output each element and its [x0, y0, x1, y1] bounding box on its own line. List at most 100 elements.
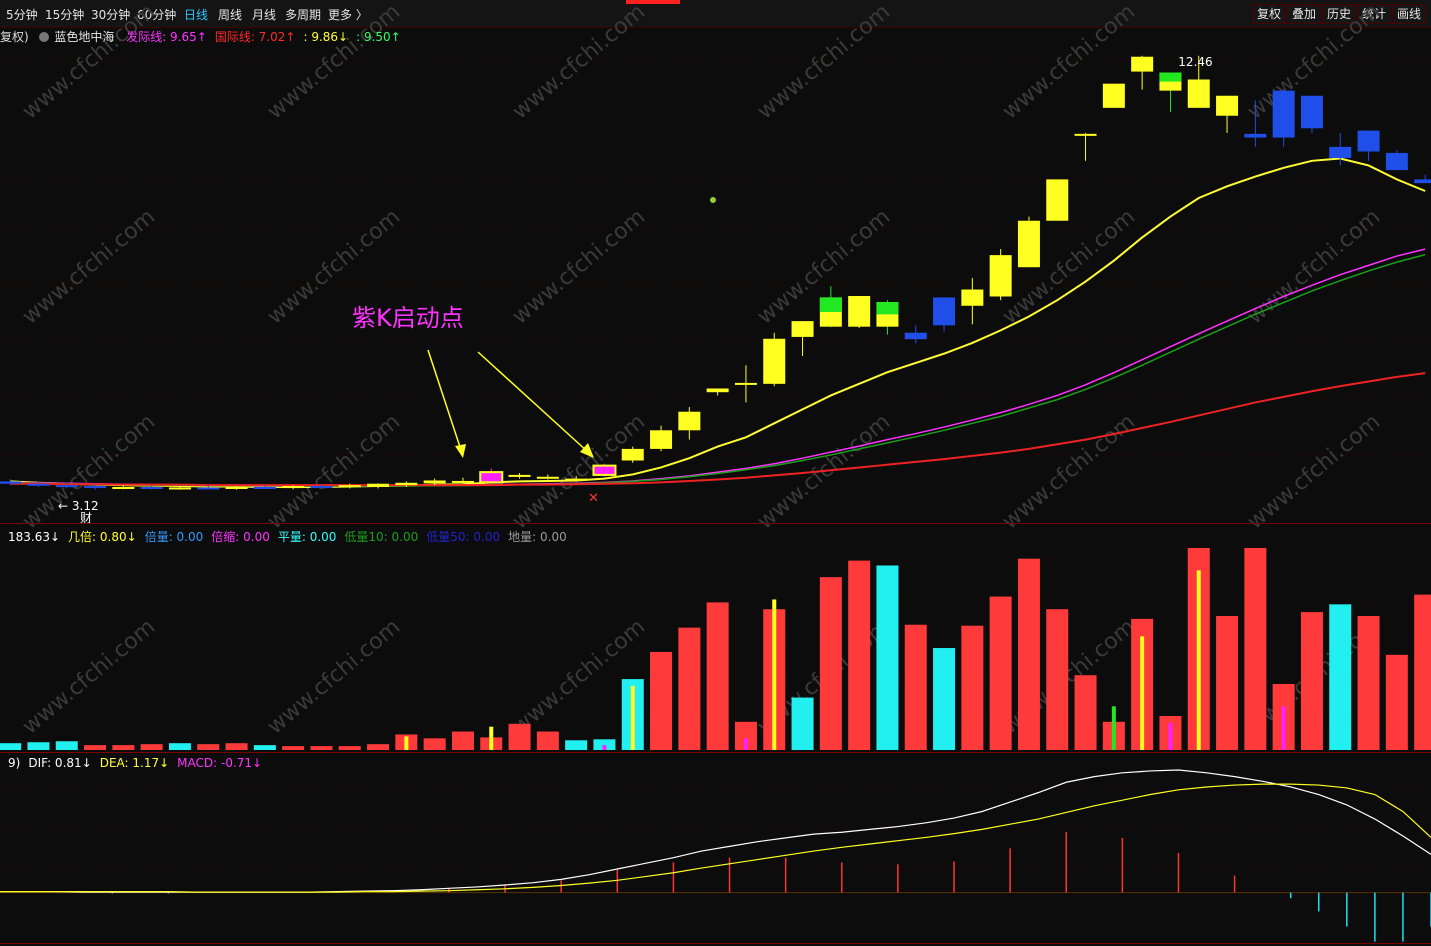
tab-daily[interactable]: 日线 [184, 8, 209, 22]
candle-body [961, 289, 984, 306]
tab-5min[interactable]: 5分钟 [6, 8, 38, 22]
candle-body [1131, 56, 1154, 72]
volume-inner-bar [630, 685, 635, 750]
volume-bar [1017, 558, 1040, 750]
main-legend: 复权) 蓝色地中海 发际线: 9.65↑ 国际线: 7.02↑: 9.86↓: 9… [0, 28, 401, 45]
tab-multi-period[interactable]: 多周期 [285, 8, 322, 22]
candle-body [395, 482, 418, 486]
low-label: ← 3.12 [58, 499, 99, 513]
volume-bar [253, 745, 276, 750]
volume-bar [0, 743, 22, 750]
tab-monthly[interactable]: 月线 [252, 8, 277, 22]
volume-bar [650, 651, 673, 750]
volume-inner-bar [404, 736, 409, 750]
adjust-button[interactable]: 复权 [1252, 4, 1287, 24]
candle-body-green [876, 302, 899, 315]
candle-body [678, 411, 701, 431]
watermark-text: www.cfchi.com [263, 614, 405, 739]
history-button[interactable]: 历史 [1322, 4, 1357, 24]
candle-body-green [1159, 72, 1182, 82]
macd-legend-item-0: 9) [8, 756, 21, 770]
watermark-text: www.cfchi.com [753, 409, 895, 534]
volume-bar [451, 731, 474, 750]
macd-legend-item-2: DEA: 1.17↓ [99, 756, 170, 770]
watermark-text: www.cfchi.com [1243, 409, 1385, 534]
volume-legend-item-1: 几倍: 0.80↓ [68, 530, 137, 544]
period-toolbar: 5分钟 15分钟 30分钟 60分钟 日线 周线 月线 多周期 更多 〉 复权 … [0, 0, 1431, 28]
volume-bar [84, 745, 107, 750]
volume-inner-bar [1140, 636, 1145, 750]
candle-body [1329, 146, 1352, 159]
volume-legend: 183.63↓ 几倍: 0.80↓ 倍量: 0.00 倍缩: 0.00 平量: 0.00… [0, 528, 567, 545]
main-legend-item-2: : 9.86↓ [303, 30, 349, 44]
panel-divider-1 [0, 523, 1431, 524]
candle-body [338, 485, 361, 488]
candle-body [536, 476, 559, 479]
tab-60min[interactable]: 60分钟 [137, 8, 177, 22]
watermark-text: www.cfchi.com [263, 0, 405, 125]
volume-bar [225, 743, 248, 750]
candle-body [734, 382, 757, 385]
panel-divider-2 [0, 752, 1431, 753]
volume-bar [508, 723, 531, 750]
dif-line [0, 769, 1431, 893]
arrow-line-1 [427, 349, 462, 451]
ma-line-2 [10, 253, 1426, 487]
main-legend-item-3: : 9.50↑ [356, 30, 401, 44]
indicator-name: 蓝色地中海 [54, 30, 115, 44]
candle-body [140, 486, 163, 489]
candle-body [451, 480, 474, 483]
candle-body [1074, 133, 1097, 136]
volume-bar [197, 744, 220, 750]
volume-bar [1300, 612, 1323, 750]
candle-body [84, 486, 107, 489]
draw-line-button[interactable]: 画线 [1392, 4, 1427, 24]
indicator-toggle-icon[interactable] [38, 32, 49, 42]
watermark-text: www.cfchi.com [18, 614, 160, 739]
candle-body [791, 321, 814, 337]
volume-bar [1216, 615, 1239, 750]
active-marker [626, 0, 680, 4]
watermark-text: www.cfchi.com [508, 204, 650, 329]
tab-30min[interactable]: 30分钟 [91, 8, 131, 22]
volume-bar [904, 624, 927, 750]
volume-bar [848, 560, 871, 750]
candle-body [933, 297, 956, 326]
candle-body [763, 338, 786, 384]
candle-body [168, 487, 191, 490]
ma-line-0 [10, 157, 1426, 488]
volume-bar [734, 721, 757, 750]
volume-bars [0, 548, 1431, 750]
candle-body [848, 296, 871, 327]
watermark-text: www.cfchi.com [508, 0, 650, 125]
volume-inner-bar [1168, 722, 1173, 750]
tab-more[interactable]: 更多 〉 [328, 8, 368, 22]
watermarks: www.cfchi.com www.cfchi.com www.cfchi.com w… [18, 0, 1385, 740]
volume-legend-item-4: 平量: 0.00 [277, 530, 337, 544]
candle-body [1187, 79, 1210, 108]
statistics-button[interactable]: 统计 [1357, 4, 1392, 24]
candle-body-green [819, 297, 842, 313]
high-label: 12.46 [1178, 55, 1212, 69]
volume-bar [1385, 654, 1408, 750]
candle-body [1046, 179, 1069, 221]
volume-legend-item-5: 低量10: 0.00 [344, 530, 419, 544]
volume-inner-bar [1111, 706, 1116, 750]
candle-body [621, 448, 644, 461]
arrow-line-2 [477, 351, 589, 453]
moving-average-lines [10, 157, 1426, 488]
overlay-button[interactable]: 叠加 [1287, 4, 1322, 24]
volume-legend-item-7: 地量: 0.00 [508, 530, 567, 544]
volume-bar [989, 596, 1012, 750]
tab-weekly[interactable]: 周线 [218, 8, 243, 22]
volume-inner-bar [743, 738, 748, 750]
candle-body-purple [592, 464, 617, 476]
tab-15min[interactable]: 15分钟 [45, 8, 85, 22]
watermark-text: www.cfchi.com [753, 0, 895, 125]
macd-panel [0, 769, 1431, 942]
arrow-head-2 [580, 443, 594, 458]
volume-bar [423, 738, 446, 750]
candle-body [282, 486, 305, 489]
candle-body [1385, 152, 1408, 171]
